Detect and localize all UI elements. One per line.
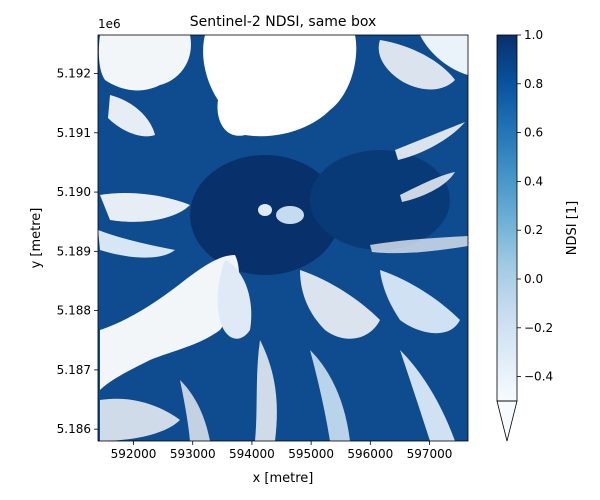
colorbar-ticks: −0.4 −0.2 0.0 0.2 0.4 0.6 0.8 1.0: [517, 28, 553, 384]
y-tick-label: 5.189: [57, 244, 91, 258]
x-axis-label: x [metre]: [253, 471, 314, 486]
y-axis-ticks: 5.186 5.187 5.188 5.189 5.190 5.191 5.192: [57, 67, 98, 436]
colorbar-frame: [496, 34, 518, 402]
colorbar-tick-label: −0.2: [524, 321, 553, 335]
x-tick-label: 595000: [288, 447, 334, 461]
colorbar-label: NDSI [1]: [565, 201, 580, 255]
y-tick-label: 5.190: [57, 185, 91, 199]
x-tick-label: 594000: [229, 447, 275, 461]
y-tick-label: 5.191: [57, 126, 91, 140]
x-axis-ticks: 592000 593000 594000 595000 596000 597000: [111, 441, 453, 461]
x-tick-label: 592000: [111, 447, 157, 461]
y-tick-label: 5.188: [57, 304, 91, 318]
chart-title: Sentinel-2 NDSI, same box: [190, 14, 377, 30]
colorbar-tick-label: 0.2: [524, 223, 543, 237]
colorbar-gradient: [497, 35, 517, 401]
colorbar-tick-label: 0.0: [524, 272, 543, 286]
x-tick-label: 597000: [407, 447, 453, 461]
colorbar-tick-label: −0.4: [524, 370, 553, 384]
y-axis-label: y [metre]: [29, 208, 44, 269]
colorbar: −0.4 −0.2 0.0 0.2 0.4 0.6 0.8 1.0 NDSI [1]: [496, 28, 580, 442]
plot-area: [97, 34, 469, 442]
y-offset-label: 1e6: [98, 17, 121, 31]
colorbar-tick-label: 0.6: [524, 126, 543, 140]
ndsi-raster: [98, 35, 468, 441]
x-tick-label: 593000: [170, 447, 216, 461]
y-tick-label: 5.187: [57, 363, 91, 377]
y-tick-label: 5.192: [57, 67, 91, 81]
colorbar-tick-label: 0.4: [524, 174, 543, 188]
colorbar-tick-label: 0.8: [524, 77, 543, 91]
x-tick-label: 596000: [347, 447, 393, 461]
colorbar-extend-min: [496, 400, 518, 442]
y-tick-label: 5.186: [57, 422, 91, 436]
colorbar-tick-label: 1.0: [524, 28, 543, 42]
